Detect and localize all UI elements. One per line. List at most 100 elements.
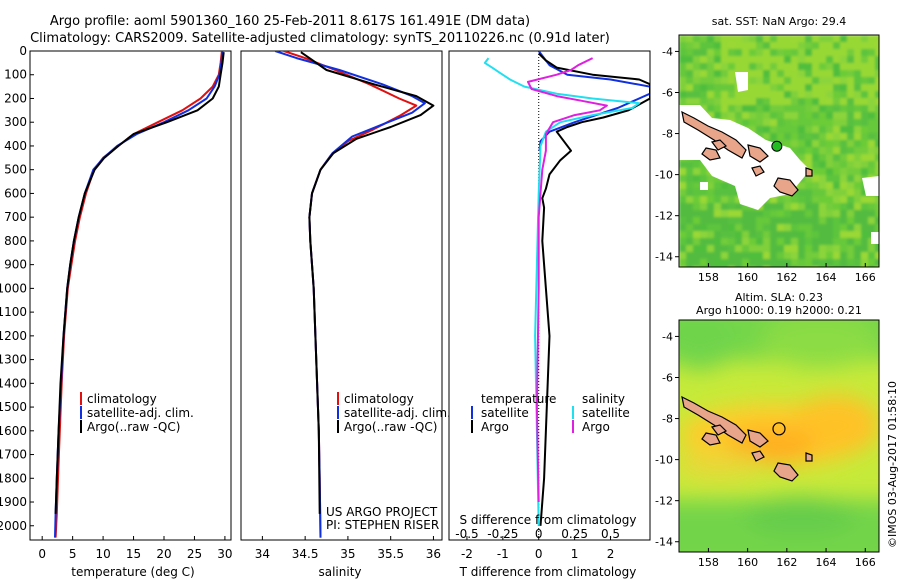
depth-tick-label: 400 (4, 139, 27, 153)
legend-argo: Argo(..raw -QC) (344, 420, 437, 434)
difference-panel: -2 -1 0 1 2 -0.5 -0.25 0 0.25 0.5 temperature sat… (448, 50, 651, 579)
sst-coastlines (681, 110, 813, 197)
sla-map-title: Altim. SLA: 0.23 (735, 291, 823, 304)
depth-tick-label: 300 (4, 115, 27, 129)
salinity-plot-frame (240, 50, 443, 541)
legend-satellite: satellite-adj. clim. (87, 406, 194, 420)
difference-lines (483, 51, 650, 526)
sst-map-ticks: -4 -6 -8 -10 -12 -14 158 160 162 164 166 (655, 45, 876, 284)
s-tick-label: -0.25 (487, 527, 518, 541)
sst-map-frame (678, 34, 880, 268)
legend-climatology: climatology (87, 392, 157, 406)
depth-tick-label: 1100 (0, 305, 27, 319)
depth-tick-label: 1300 (0, 353, 27, 367)
pi-annotation: PI: STEPHEN RISER (326, 518, 439, 532)
imos-watermark: ©IMOS 03-Aug-2017 01:58:10 (886, 381, 899, 548)
sla-map-subtitle: Argo h1000: 0.19 h2000: 0.21 (696, 304, 862, 317)
series-line-argo (300, 51, 435, 514)
lat-tick-label: -6 (662, 86, 673, 99)
x-tick-label: 1 (571, 547, 579, 561)
depth-tick-label: 2000 (0, 519, 27, 533)
x-tick-label: 15 (126, 547, 141, 561)
lat-tick-label: -6 (662, 371, 673, 384)
difference-plot-frame (448, 50, 651, 541)
salinity-x-label: salinity (318, 565, 361, 579)
depth-tick-label: 600 (4, 186, 27, 200)
lat-tick-label: -14 (655, 536, 673, 549)
depth-tick-label: 100 (4, 68, 27, 82)
lat-tick-label: -10 (655, 169, 673, 182)
lat-tick-label: -10 (655, 454, 673, 467)
lat-tick-label: -8 (662, 413, 673, 426)
depth-tick-label: 1500 (0, 400, 27, 414)
sla-map-frame (678, 319, 880, 553)
legend-t-argo: Argo (481, 420, 509, 434)
sla-coastlines (681, 395, 813, 482)
temperature-panel: 0100200300400500600700800900100011001200… (0, 44, 233, 579)
island (747, 144, 769, 163)
lon-tick-label: 158 (698, 556, 719, 569)
island (701, 432, 721, 446)
lon-tick-label: 158 (698, 271, 719, 284)
temperature-legend: climatology satellite-adj. clim. Argo(..… (80, 392, 194, 434)
sla-field (679, 320, 879, 552)
s-tick-label: 0 (535, 527, 543, 541)
depth-tick-label: 800 (4, 234, 27, 248)
lat-tick-label: -14 (655, 251, 673, 264)
lon-tick-label: 162 (776, 271, 797, 284)
temperature-plot-frame (29, 50, 232, 541)
lon-tick-label: 162 (776, 556, 797, 569)
missing-data-patch (862, 176, 879, 196)
legend-climatology: climatology (344, 392, 414, 406)
x-tick-label: 36 (426, 547, 441, 561)
island (710, 424, 728, 436)
x-tick-label: 0 (38, 547, 46, 561)
lat-tick-label: -8 (662, 128, 673, 141)
header-line-2: Climatology: CARS2009. Satellite-adjuste… (30, 31, 610, 46)
legend-salinity-heading: salinity (582, 392, 625, 406)
depth-tick-label: 500 (4, 163, 27, 177)
temperature-lines (54, 51, 225, 538)
salinity-lines (274, 51, 435, 538)
depth-tick-label: 1800 (0, 471, 27, 485)
missing-data-patch (735, 72, 748, 92)
x-tick-label: 20 (156, 547, 171, 561)
lon-tick-label: 164 (816, 271, 837, 284)
x-tick-label: 10 (95, 547, 110, 561)
depth-tick-label: 1600 (0, 424, 27, 438)
island (751, 450, 765, 462)
sla-map-ticks: -4 -6 -8 -10 -12 -14 158 160 162 164 166 (655, 330, 876, 569)
legend-satellite: satellite-adj. clim. (344, 406, 451, 420)
island (751, 165, 765, 177)
depth-tick-label: 700 (4, 210, 27, 224)
depth-tick-label: 200 (4, 91, 27, 105)
legend-t-satellite: satellite (481, 406, 529, 420)
depth-tick-label: 900 (4, 258, 27, 272)
sla-map-panel: Altim. SLA: 0.23 Argo h1000: 0.19 h2000:… (655, 291, 880, 569)
s-tick-label: 0.25 (561, 527, 588, 541)
s-tick-label: 0.5 (601, 527, 620, 541)
sst-argo-float-marker (771, 140, 783, 152)
lat-tick-label: -4 (662, 45, 673, 58)
island (681, 395, 747, 444)
island (747, 429, 769, 448)
x-tick-label: 5 (69, 547, 77, 561)
depth-tick-label: 1200 (0, 329, 27, 343)
x-tick-label: 35 (340, 547, 355, 561)
s-difference-label: S difference from climatology (460, 513, 637, 527)
legend-temperature-heading: temperature (481, 392, 556, 406)
missing-data-patch (871, 232, 879, 244)
sla-argo-float-marker (772, 422, 786, 436)
island (701, 147, 721, 161)
island (710, 139, 728, 151)
lon-tick-label: 164 (816, 556, 837, 569)
lon-tick-label: 166 (855, 556, 876, 569)
depth-tick-label: 1400 (0, 376, 27, 390)
depth-tick-label: 0 (19, 44, 27, 58)
sst-map-title: sat. SST: NaN Argo: 29.4 (712, 15, 846, 28)
depth-tick-label: 1900 (0, 495, 27, 509)
depth-tick-label: 1700 (0, 448, 27, 462)
island (805, 167, 813, 177)
difference-x-ticks: -2 -1 0 1 2 -0.5 -0.25 0 0.25 0.5 (455, 527, 620, 561)
